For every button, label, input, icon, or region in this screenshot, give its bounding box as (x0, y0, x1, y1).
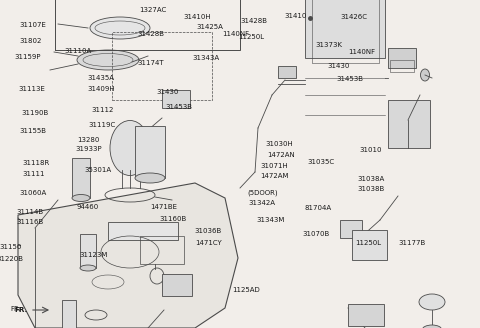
Text: 31802: 31802 (19, 38, 41, 44)
Text: 31036B: 31036B (194, 228, 221, 234)
Text: 31113E: 31113E (19, 86, 46, 92)
Bar (388, 100, 430, 148)
Text: 31110A: 31110A (64, 48, 91, 54)
Bar (390, 60, 414, 72)
Text: (5DOOR): (5DOOR) (248, 189, 278, 196)
Text: 31343A: 31343A (193, 55, 220, 61)
Text: 81704A: 81704A (304, 205, 331, 211)
Ellipse shape (135, 173, 165, 183)
Text: 31430: 31430 (157, 89, 179, 95)
Text: 31430: 31430 (327, 63, 349, 69)
Bar (352, 230, 387, 260)
Text: 31070B: 31070B (302, 231, 329, 236)
Text: 31220B: 31220B (0, 256, 23, 262)
Bar (112, 32, 212, 100)
Bar (80, 234, 96, 268)
Text: 31190B: 31190B (21, 110, 48, 116)
Text: 31030H: 31030H (265, 141, 293, 147)
Text: 1327AC: 1327AC (139, 7, 166, 13)
Text: 1471CY: 1471CY (195, 240, 222, 246)
Text: 1140NF: 1140NF (348, 49, 375, 55)
Bar (55, 0, 240, 50)
Text: 31373K: 31373K (315, 42, 342, 48)
Bar (62, 300, 76, 328)
Bar (108, 222, 178, 240)
Text: 31114B: 31114B (16, 209, 43, 215)
Text: 31071H: 31071H (260, 163, 288, 169)
Bar (140, 236, 184, 264)
Ellipse shape (110, 120, 150, 175)
Text: 31123M: 31123M (79, 252, 108, 258)
Text: FR.: FR. (10, 306, 21, 312)
Bar (278, 66, 296, 78)
Text: 31453B: 31453B (337, 76, 364, 82)
Text: 11250L: 11250L (238, 34, 264, 40)
Text: 31118R: 31118R (23, 160, 49, 166)
Text: 31428B: 31428B (137, 31, 164, 37)
Text: 31159P: 31159P (14, 54, 41, 60)
Text: 31435A: 31435A (87, 75, 114, 81)
Bar (388, 48, 416, 68)
Text: 31428B: 31428B (240, 18, 267, 24)
Ellipse shape (422, 325, 442, 328)
Ellipse shape (90, 17, 150, 39)
Ellipse shape (420, 69, 430, 81)
Text: 1472AN: 1472AN (267, 152, 295, 158)
Text: 1125AD: 1125AD (232, 287, 260, 293)
Text: 31343M: 31343M (256, 217, 285, 223)
Ellipse shape (80, 265, 96, 271)
Text: 31035C: 31035C (307, 159, 334, 165)
Text: 31155B: 31155B (19, 128, 46, 134)
Text: 31038A: 31038A (357, 176, 384, 182)
Polygon shape (18, 183, 238, 328)
Text: 31177B: 31177B (398, 240, 425, 246)
Text: 31160B: 31160B (159, 216, 186, 222)
Text: 13280: 13280 (78, 137, 100, 143)
Text: 31112: 31112 (91, 107, 113, 113)
Text: 31410H: 31410H (183, 14, 211, 20)
Text: 31425A: 31425A (197, 24, 224, 30)
Bar (162, 90, 190, 108)
Text: 31038B: 31038B (357, 186, 384, 192)
Ellipse shape (72, 195, 90, 201)
Ellipse shape (419, 294, 445, 310)
Text: 31409H: 31409H (87, 86, 115, 92)
Text: 31410: 31410 (284, 13, 306, 19)
Bar (305, 0, 385, 58)
Text: 31010: 31010 (360, 147, 382, 153)
Text: FR.: FR. (15, 307, 28, 313)
Text: 1140NF: 1140NF (222, 31, 249, 37)
Text: 31150: 31150 (0, 244, 22, 250)
Text: 1472AM: 1472AM (260, 174, 288, 179)
Text: 31342A: 31342A (248, 200, 275, 206)
Text: 35301A: 35301A (85, 167, 112, 173)
Text: 31060A: 31060A (19, 190, 46, 195)
Bar (72, 158, 90, 198)
Text: 1471BE: 1471BE (151, 204, 178, 210)
Text: 31933P: 31933P (75, 146, 102, 152)
Text: 31111: 31111 (23, 171, 45, 177)
Bar (312, 0, 379, 63)
Bar (135, 126, 165, 178)
Text: 31174T: 31174T (137, 60, 164, 66)
Bar (162, 274, 192, 296)
Ellipse shape (77, 50, 139, 70)
Text: 31116B: 31116B (16, 219, 43, 225)
Text: 11250L: 11250L (356, 240, 382, 246)
Text: 31107E: 31107E (19, 22, 46, 28)
Text: 94460: 94460 (76, 204, 98, 210)
Text: 31426C: 31426C (341, 14, 368, 20)
Text: 31453B: 31453B (165, 104, 192, 110)
Text: 31119C: 31119C (89, 122, 116, 128)
Bar (348, 304, 384, 326)
Bar (340, 220, 362, 238)
